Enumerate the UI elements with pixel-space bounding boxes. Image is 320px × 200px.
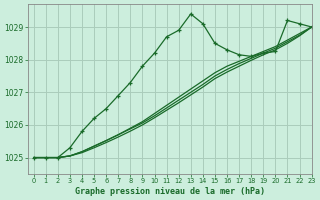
X-axis label: Graphe pression niveau de la mer (hPa): Graphe pression niveau de la mer (hPa) xyxy=(75,187,265,196)
